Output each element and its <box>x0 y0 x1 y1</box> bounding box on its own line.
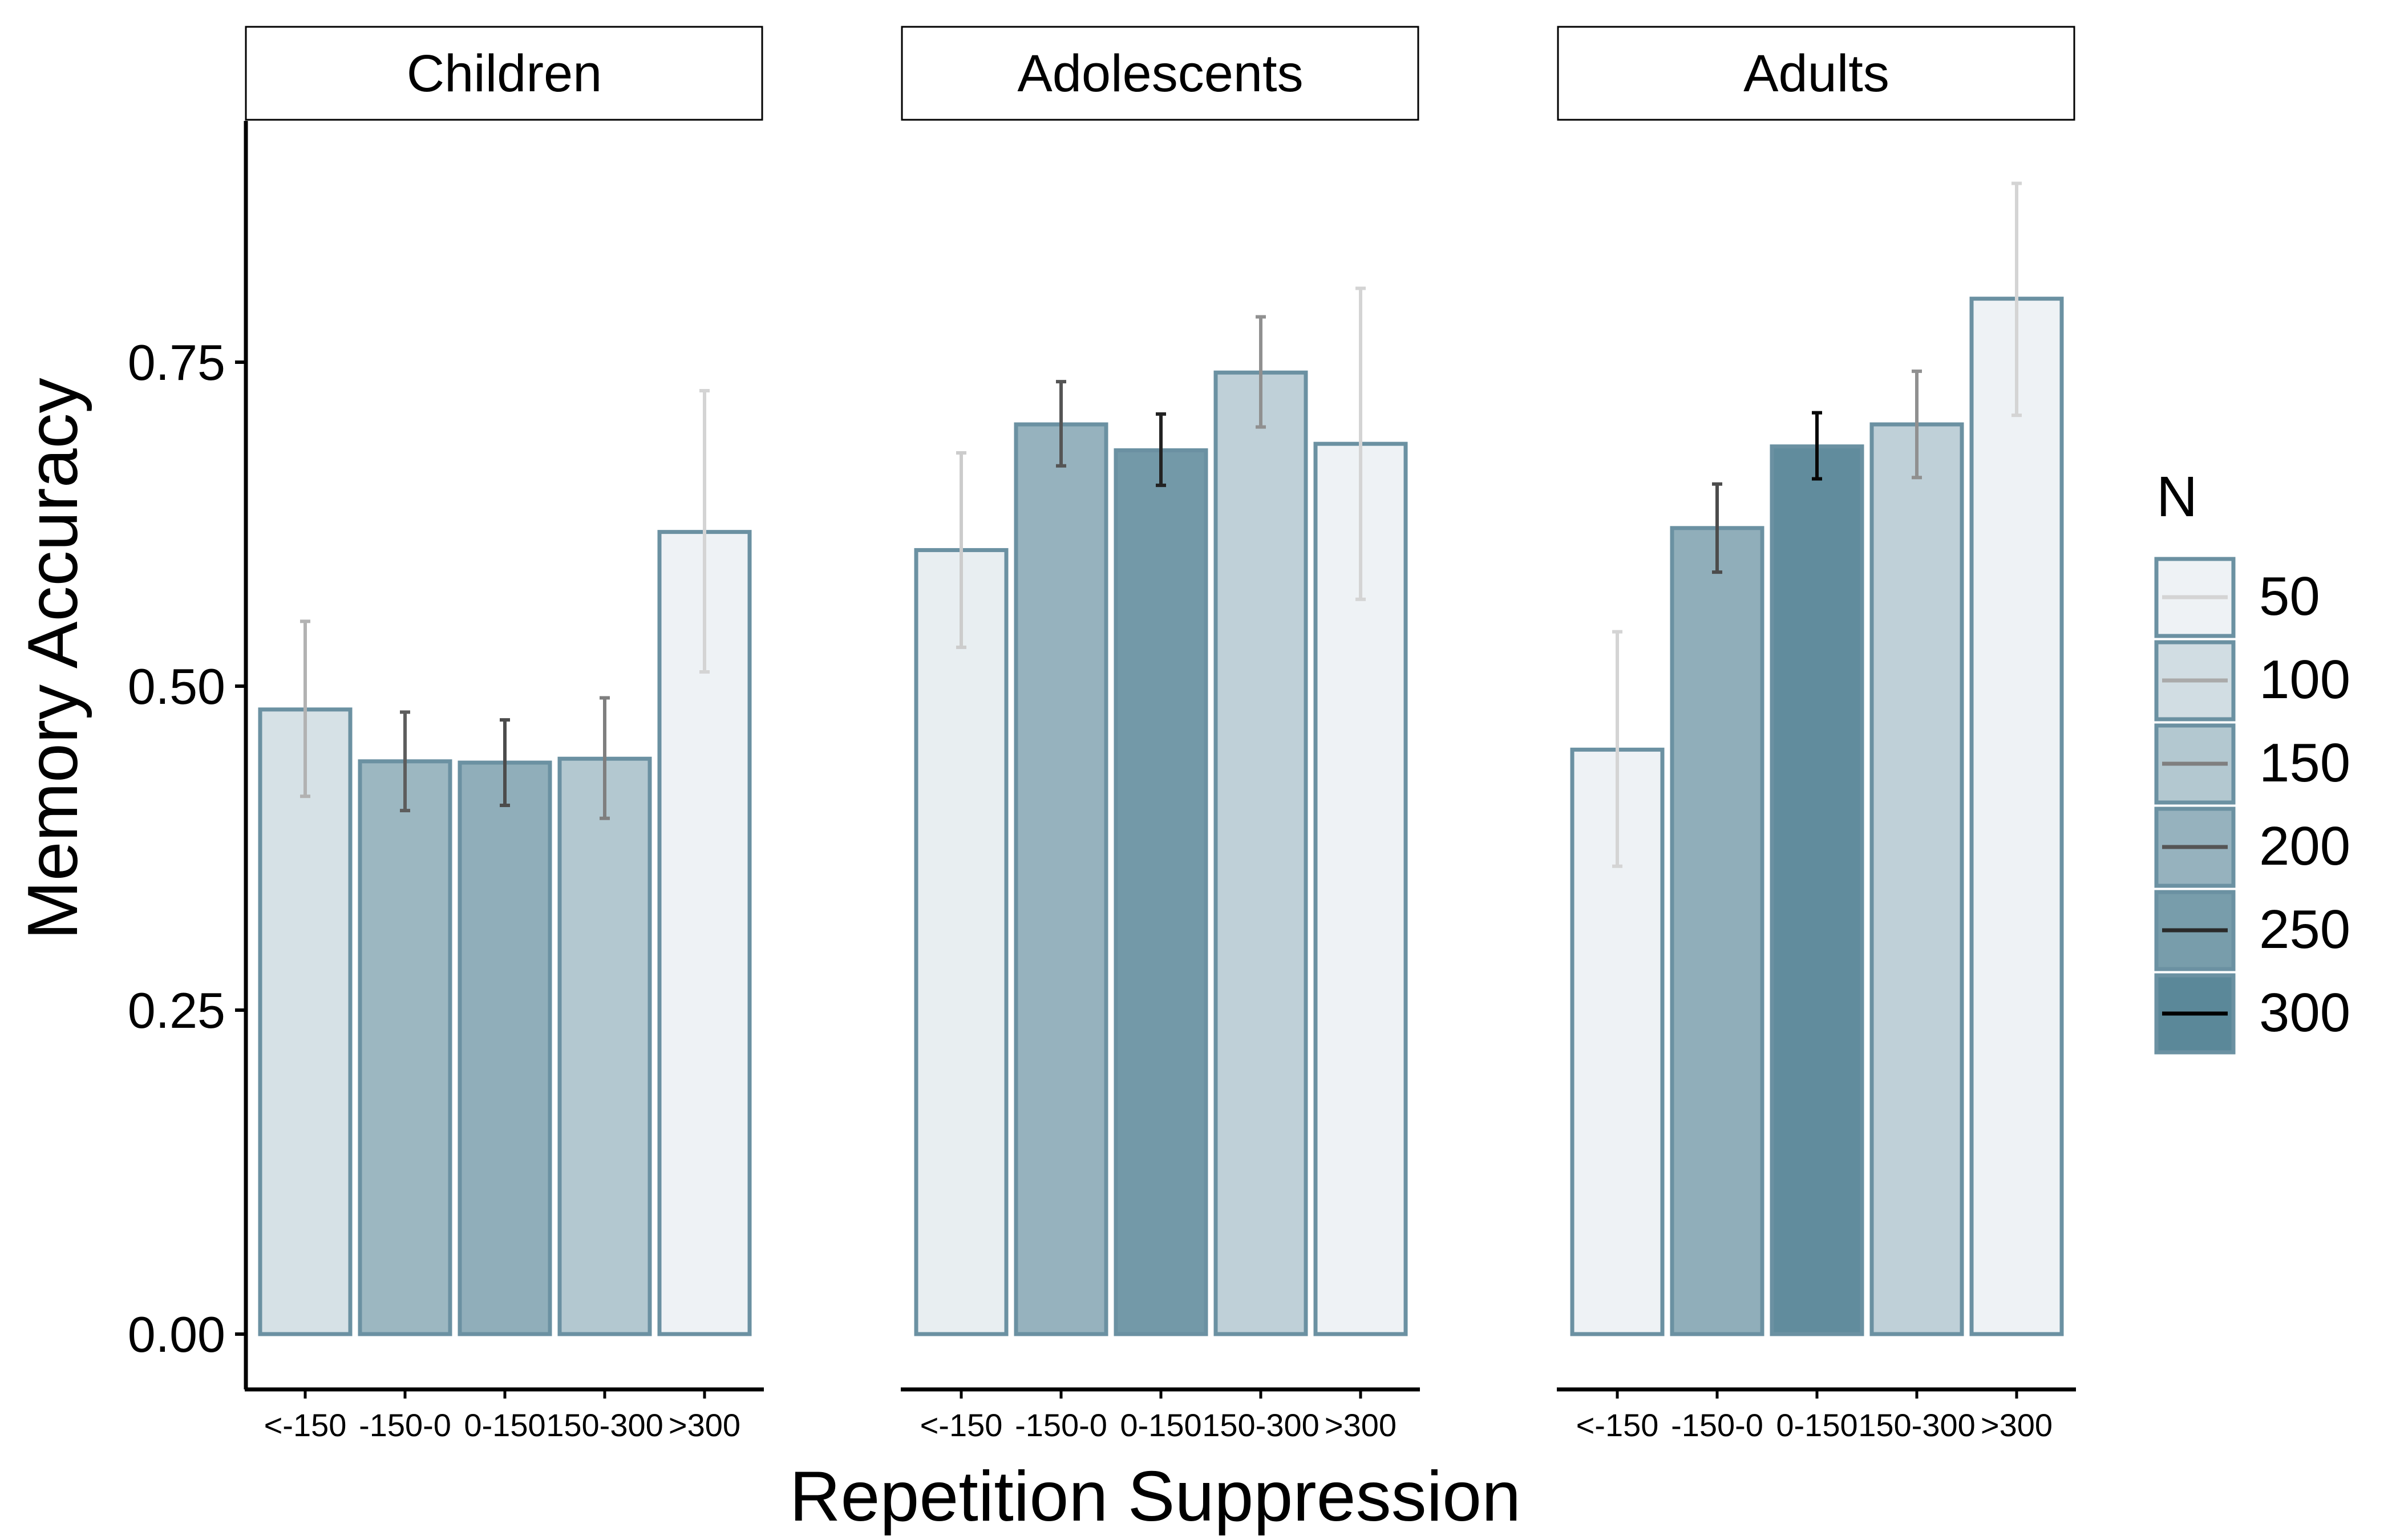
x-tick-label: 0-150 <box>464 1407 545 1443</box>
x-tick-label: >300 <box>1325 1407 1397 1443</box>
facet-strip-adults: Adults <box>1557 26 2075 121</box>
x-tick-label: 150-300 <box>1858 1407 1976 1443</box>
legend-label: 100 <box>2259 649 2350 710</box>
bar <box>1213 370 1308 1336</box>
facet-strip-label: Adults <box>1743 44 1889 103</box>
legend-label: 250 <box>2259 899 2350 960</box>
bar <box>914 548 1009 1336</box>
facet-strip-label: Children <box>407 44 602 103</box>
bar <box>557 756 652 1336</box>
facet-strip-label: Adolescents <box>1017 44 1303 103</box>
x-tick-label: <-150 <box>920 1407 1003 1443</box>
legend-label: 50 <box>2259 566 2320 627</box>
x-tick-label: <-150 <box>264 1407 347 1443</box>
bar <box>458 760 552 1336</box>
x-tick-label: -150-0 <box>1015 1407 1107 1443</box>
legend-title: N <box>2156 465 2197 529</box>
x-axis-label: Repetition Suppression <box>790 1457 1521 1536</box>
x-axis-ticks: <-150 -150-0 0-150 150-300 >300 <-150 -150-0 0-… <box>264 1389 2053 1443</box>
legend-keys: 50 100 150 200 250 300 <box>2154 557 2350 1055</box>
facet-strip-box <box>1557 26 2075 121</box>
x-tick-label: 150-300 <box>546 1407 663 1443</box>
bars-layer <box>258 181 2064 1336</box>
facet-strip-children: Children <box>245 26 763 121</box>
bar <box>1014 422 1108 1336</box>
x-tick-label: 0-150 <box>1120 1407 1201 1443</box>
x-tick-label: <-150 <box>1576 1407 1659 1443</box>
y-tick-label: 0.00 <box>128 1306 225 1363</box>
y-tick-label: 0.50 <box>128 658 225 715</box>
legend-label: 150 <box>2259 732 2350 793</box>
x-tick-label: 150-300 <box>1202 1407 1320 1443</box>
bar <box>358 759 452 1336</box>
legend: N 50 100 150 200 250 300 <box>2154 465 2350 1055</box>
bar <box>657 530 752 1336</box>
bar <box>1670 526 1764 1336</box>
facet-strip-adolescents: Adolescents <box>901 26 1419 121</box>
legend-label: 300 <box>2259 982 2350 1043</box>
x-tick-label: 0-150 <box>1776 1407 1857 1443</box>
y-axis-ticks: 0.00 0.25 0.50 0.75 <box>128 334 246 1363</box>
bar <box>258 707 353 1336</box>
y-axis-label: Memory Accuracy <box>14 378 92 939</box>
legend-label: 200 <box>2259 816 2350 877</box>
bar <box>1869 422 1964 1336</box>
bar <box>1969 297 2064 1336</box>
facet-strip-box <box>245 26 763 121</box>
x-tick-label: >300 <box>669 1407 740 1443</box>
bar <box>1770 444 1864 1336</box>
facet-strip-box <box>901 26 1419 121</box>
bar <box>1114 448 1208 1336</box>
x-tick-label: -150-0 <box>1671 1407 1763 1443</box>
y-tick-label: 0.25 <box>128 982 225 1039</box>
x-tick-label: -150-0 <box>359 1407 451 1443</box>
x-tick-label: >300 <box>1981 1407 2053 1443</box>
y-tick-label: 0.75 <box>128 334 225 391</box>
